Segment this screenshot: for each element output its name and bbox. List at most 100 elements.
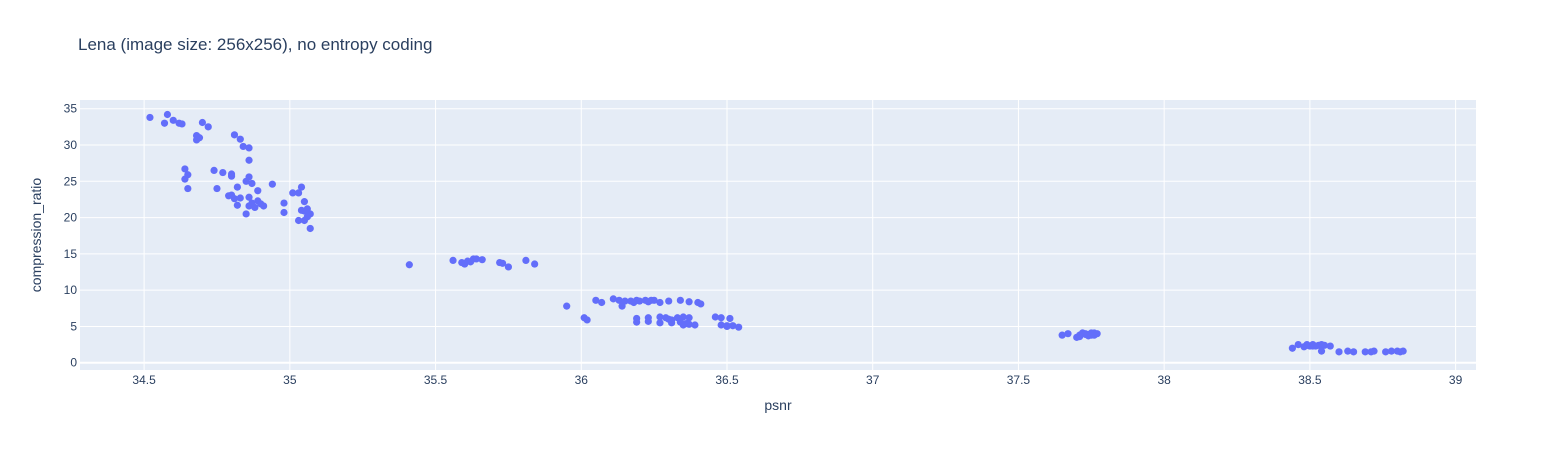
scatter-point[interactable] [711, 313, 719, 321]
scatter-point[interactable] [245, 193, 253, 201]
scatter-point[interactable] [650, 296, 658, 304]
scatter-point[interactable] [466, 258, 475, 266]
scatter-point[interactable] [294, 216, 303, 225]
scatter-point[interactable] [1361, 348, 1369, 356]
scatter-point[interactable] [609, 295, 617, 303]
scatter-point[interactable] [280, 208, 288, 217]
scatter-point[interactable] [1309, 342, 1317, 350]
scatter-point[interactable] [219, 168, 227, 177]
scatter-point[interactable] [668, 319, 676, 327]
scatter-point[interactable] [198, 118, 207, 127]
scatter-point[interactable] [227, 191, 236, 199]
scatter-point[interactable] [633, 318, 641, 326]
scatter-point[interactable] [685, 298, 693, 306]
scatter-point[interactable] [522, 256, 530, 265]
scatter-point[interactable] [210, 166, 218, 175]
scatter-point[interactable] [592, 296, 600, 304]
scatter-point[interactable] [169, 116, 177, 124]
scatter-point[interactable] [531, 260, 539, 268]
scatter-point[interactable] [615, 296, 623, 304]
scatter-point[interactable] [1288, 344, 1296, 352]
scatter-point[interactable] [478, 256, 486, 264]
scatter-point[interactable] [697, 300, 705, 308]
scatter-point[interactable] [1370, 347, 1378, 355]
scatter-point[interactable] [598, 298, 606, 307]
scatter-point[interactable] [665, 297, 673, 305]
scatter-point[interactable] [163, 110, 172, 119]
scatter-point[interactable] [306, 224, 314, 233]
scatter-point[interactable] [242, 210, 250, 218]
scatter-point[interactable] [644, 317, 652, 325]
scatter-point[interactable] [735, 323, 743, 331]
scatter-point[interactable] [260, 202, 268, 210]
scatter-point[interactable] [146, 113, 154, 122]
scatter-point[interactable] [289, 189, 297, 197]
scatter-point[interactable] [405, 261, 413, 269]
scatter-point[interactable] [656, 319, 664, 327]
scatter-point[interactable] [1344, 347, 1352, 355]
scatter-point[interactable] [1320, 341, 1329, 349]
scatter-point[interactable] [621, 297, 629, 305]
scatter-point[interactable] [656, 298, 664, 307]
scatter-point[interactable] [254, 197, 262, 205]
scatter-point[interactable] [204, 123, 212, 131]
scatter-point[interactable] [717, 321, 725, 329]
scatter-point[interactable] [213, 184, 221, 193]
scatter-point[interactable] [297, 183, 306, 191]
scatter-point[interactable] [227, 172, 236, 180]
scatter-point[interactable] [268, 180, 276, 188]
scatter-point[interactable] [248, 199, 256, 207]
scatter-point[interactable] [248, 179, 256, 188]
scatter-point[interactable] [656, 313, 664, 321]
scatter-point[interactable] [472, 255, 480, 263]
scatter-point[interactable] [184, 184, 192, 193]
scatter-point[interactable] [245, 156, 253, 164]
scatter-point[interactable] [498, 259, 507, 267]
scatter-point[interactable] [233, 183, 241, 191]
scatter-point[interactable] [242, 177, 250, 185]
scatter-point[interactable] [685, 314, 693, 322]
scatter-point[interactable] [676, 296, 684, 304]
scatter-point[interactable] [504, 263, 513, 271]
scatter-point[interactable] [1303, 340, 1311, 349]
scatter-point[interactable] [233, 201, 241, 209]
scatter-point[interactable] [1294, 340, 1302, 349]
scatter-point[interactable] [726, 314, 734, 323]
scatter-point[interactable] [563, 302, 571, 310]
scatter-point[interactable] [254, 187, 262, 195]
scatter-point[interactable] [303, 213, 311, 221]
scatter-point[interactable] [1382, 348, 1390, 356]
scatter-point[interactable] [236, 194, 244, 202]
scatter-point[interactable] [1076, 333, 1084, 341]
scatter-point[interactable] [1335, 348, 1343, 356]
scatter-point[interactable] [300, 198, 309, 206]
scatter-point[interactable] [449, 256, 457, 265]
scatter-point[interactable] [245, 144, 253, 152]
scatter-point[interactable] [1064, 330, 1072, 338]
scatter-point[interactable] [1326, 342, 1334, 350]
scatter-point[interactable] [1349, 348, 1358, 356]
scatter-point[interactable] [195, 134, 204, 142]
scatter-point[interactable] [181, 175, 189, 183]
scatter-point[interactable] [239, 142, 247, 151]
scatter-point[interactable] [230, 131, 239, 139]
scatter-point[interactable] [580, 314, 588, 322]
scatter-point[interactable] [1081, 330, 1090, 338]
scatter-point[interactable] [178, 120, 186, 128]
scatter-point[interactable] [717, 314, 725, 322]
scatter-point[interactable] [685, 320, 693, 328]
scatter-point[interactable] [181, 165, 189, 173]
scatter-point[interactable] [723, 322, 731, 331]
scatter-point[interactable] [236, 135, 244, 143]
scatter-point[interactable] [280, 199, 288, 207]
scatter-point[interactable] [1087, 331, 1095, 339]
scatter-point[interactable] [635, 297, 644, 305]
scatter-point[interactable] [679, 321, 687, 329]
scatter-point[interactable] [1058, 331, 1066, 339]
scatter-point[interactable] [691, 321, 699, 329]
scatter-point[interactable] [729, 322, 737, 330]
scatter-point[interactable] [1399, 347, 1407, 355]
scatter-point[interactable] [160, 119, 169, 127]
scatter-point[interactable] [1317, 347, 1326, 355]
scatter-point[interactable] [679, 313, 687, 321]
